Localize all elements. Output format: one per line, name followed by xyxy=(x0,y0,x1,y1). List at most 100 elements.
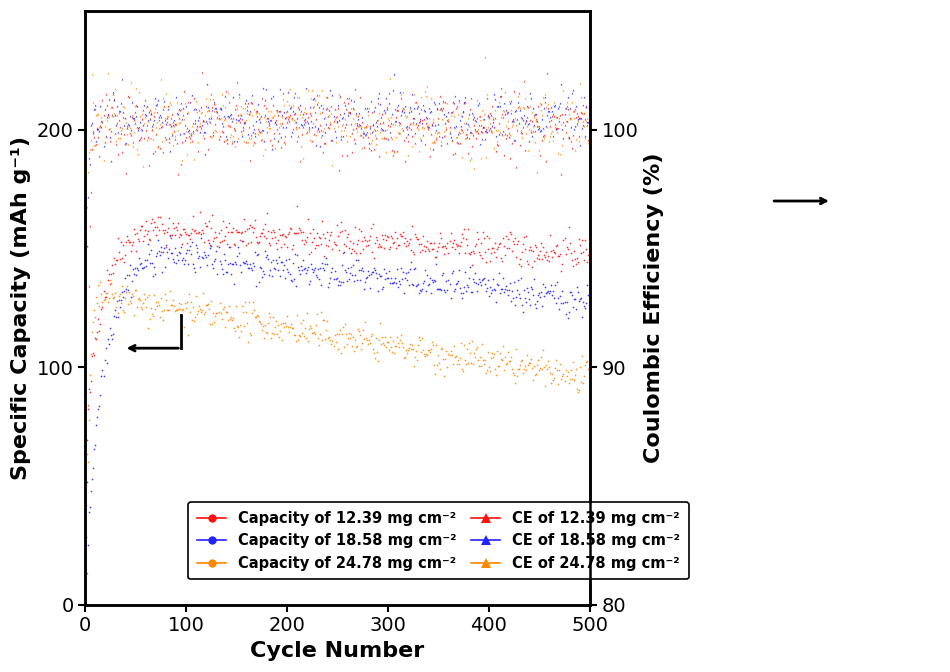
Point xyxy=(577,360,592,371)
Point xyxy=(479,364,494,375)
Point xyxy=(290,200,305,211)
Point xyxy=(315,146,331,157)
Point xyxy=(313,120,328,131)
Point xyxy=(489,101,504,112)
Point xyxy=(218,137,234,148)
Y-axis label: Specific Capacity (mAh g⁻¹): Specific Capacity (mAh g⁻¹) xyxy=(11,136,31,480)
Point xyxy=(223,227,238,238)
Point xyxy=(569,253,584,263)
Point xyxy=(485,274,501,285)
Point xyxy=(116,306,131,317)
Point xyxy=(566,294,581,304)
Point xyxy=(476,233,491,243)
Point xyxy=(349,275,364,286)
Point xyxy=(150,234,165,245)
Point xyxy=(341,328,356,339)
Point xyxy=(355,265,370,276)
Point xyxy=(151,225,166,236)
Point xyxy=(315,228,331,239)
Point xyxy=(231,332,246,343)
Point xyxy=(80,567,95,578)
Point xyxy=(309,270,324,281)
Point xyxy=(290,136,305,146)
Point xyxy=(481,110,496,121)
Point xyxy=(577,133,592,144)
Point xyxy=(310,89,325,100)
Point xyxy=(264,139,279,150)
Point xyxy=(132,295,147,306)
Point xyxy=(378,147,393,158)
Point xyxy=(409,280,425,291)
Point xyxy=(577,303,592,314)
Point xyxy=(514,355,529,366)
Point xyxy=(255,325,270,335)
Point xyxy=(367,123,382,134)
Point xyxy=(149,300,164,311)
Point xyxy=(329,116,344,127)
Point xyxy=(178,297,193,308)
Point xyxy=(299,265,314,276)
Point xyxy=(574,235,589,246)
Point xyxy=(257,143,273,154)
Point xyxy=(479,283,494,294)
Point xyxy=(412,284,428,295)
Point xyxy=(224,116,239,126)
Point xyxy=(547,372,562,383)
Point xyxy=(322,278,337,288)
Point xyxy=(243,133,258,144)
Point xyxy=(572,77,587,88)
Point xyxy=(499,120,514,131)
Point xyxy=(438,353,453,364)
Point xyxy=(167,305,182,316)
Point xyxy=(255,124,270,135)
Point xyxy=(573,106,588,117)
Point xyxy=(232,109,247,120)
Point xyxy=(539,155,554,166)
Point xyxy=(245,127,260,138)
Point xyxy=(495,112,510,122)
Point xyxy=(126,309,142,320)
Point xyxy=(400,347,415,358)
Point xyxy=(436,103,451,114)
Point xyxy=(477,52,492,62)
Point xyxy=(118,286,133,297)
Point xyxy=(90,297,105,308)
Point xyxy=(579,243,594,254)
Point xyxy=(346,245,361,256)
Point xyxy=(200,235,216,246)
Point xyxy=(351,120,366,131)
Point xyxy=(524,262,540,273)
Point xyxy=(313,329,328,339)
Point xyxy=(93,101,108,112)
Point xyxy=(294,235,310,246)
Point xyxy=(97,294,112,304)
Point xyxy=(166,301,181,312)
Point xyxy=(96,286,111,297)
Point xyxy=(396,107,411,118)
Point xyxy=(515,300,530,310)
Point xyxy=(526,274,542,285)
Point xyxy=(175,114,190,124)
Point xyxy=(258,103,274,114)
Point xyxy=(288,117,303,128)
Point xyxy=(558,116,573,126)
Point xyxy=(526,120,542,130)
Point xyxy=(208,125,223,136)
Point xyxy=(144,258,160,269)
Point xyxy=(493,83,508,93)
Point xyxy=(105,88,121,99)
Point xyxy=(369,132,384,143)
Point xyxy=(304,110,319,120)
Point xyxy=(559,371,574,382)
Point xyxy=(210,241,225,251)
Point xyxy=(580,120,595,131)
Point xyxy=(432,237,447,248)
Point xyxy=(424,288,439,298)
Point xyxy=(410,339,426,350)
Point xyxy=(306,328,321,339)
Point xyxy=(330,99,345,110)
Point xyxy=(257,218,273,229)
Point xyxy=(494,130,509,140)
Point xyxy=(162,118,177,129)
Point xyxy=(272,128,287,138)
